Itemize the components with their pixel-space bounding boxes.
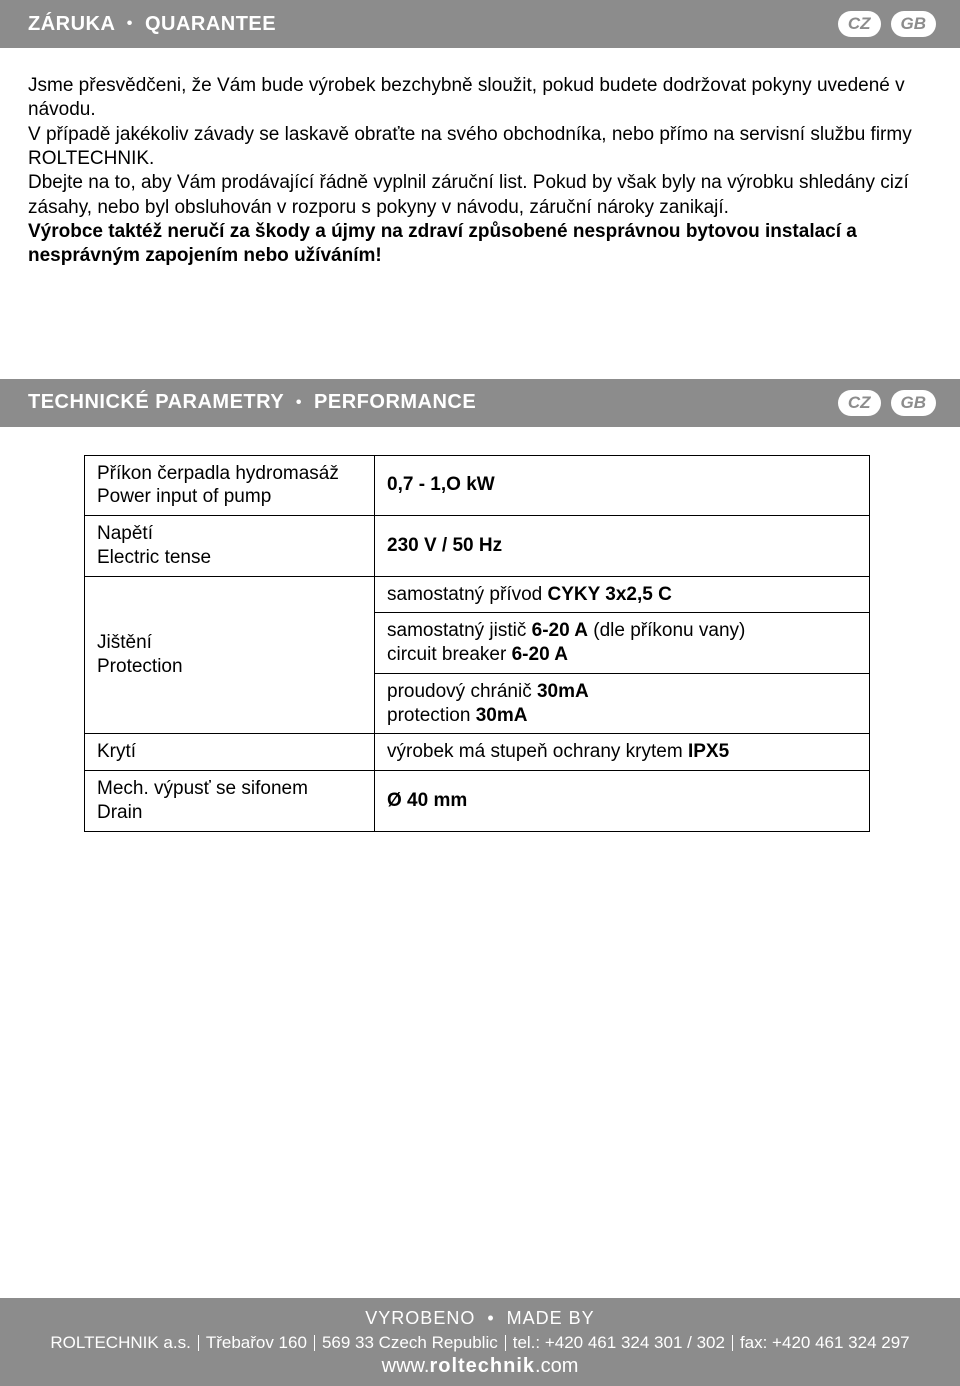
table-row: Příkon čerpadla hydromasáž Power input o… [85,455,870,516]
title-en: PERFORMANCE [314,391,476,413]
performance-header: TECHNICKÉ PARAMETRY • PERFORMANCE CZ GB [0,379,960,427]
footer-url: www.roltechnik.com [0,1355,960,1378]
separator-icon [198,1335,199,1351]
table-row: Jištění Protection samostatný přívod CYK… [85,576,870,613]
warranty-title: ZÁRUKA • QUARANTEE [28,13,276,36]
warranty-bold: Výrobce taktéž neručí za škody a újmy na… [28,221,857,266]
cell-drain-value: Ø 40 mm [375,771,870,832]
title-cz: ZÁRUKA [28,13,115,35]
warranty-body: Jsme přesvědčeni, že Vám bude výrobek be… [0,48,960,269]
table-row: Krytí výrobek má stupeň ochrany krytem I… [85,734,870,771]
lang-badges: CZ GB [838,11,936,37]
warranty-header: ZÁRUKA • QUARANTEE CZ GB [0,0,960,48]
footer: VYROBENO • MADE BY ROLTECHNIK a.s.Třebař… [0,1298,960,1386]
title-en: QUARANTEE [145,13,276,35]
cell-protection-supply: samostatný přívod CYKY 3x2,5 C [375,576,870,613]
cell-voltage-value: 230 V / 50 Hz [375,516,870,577]
cell-protection-rcd: proudový chránič 30mA protection 30mA [375,673,870,734]
parameters-table: Příkon čerpadla hydromasáž Power input o… [84,455,870,832]
parameters-table-wrap: Příkon čerpadla hydromasáž Power input o… [0,427,870,832]
cell-voltage-label: Napětí Electric tense [85,516,375,577]
lang-badge-cz: CZ [838,11,881,37]
warranty-paragraph: Jsme přesvědčeni, že Vám bude výrobek be… [28,74,928,269]
table-row: Napětí Electric tense 230 V / 50 Hz [85,516,870,577]
lang-badge-gb: GB [891,390,937,416]
bullet-icon: • [487,1308,494,1328]
table-row: Mech. výpusť se sifonem Drain Ø 40 mm [85,771,870,832]
title-cz: TECHNICKÉ PARAMETRY [28,391,284,413]
cell-protection-label: Jištění Protection [85,576,375,734]
separator-icon [732,1335,733,1351]
lang-badge-cz: CZ [838,390,881,416]
cell-ip-value: výrobek má stupeň ochrany krytem IPX5 [375,734,870,771]
cell-ip-label: Krytí [85,734,375,771]
bullet-icon: • [127,15,133,32]
cell-power-label: Příkon čerpadla hydromasáž Power input o… [85,455,375,516]
footer-made: VYROBENO • MADE BY [0,1308,960,1329]
cell-power-value: 0,7 - 1,O kW [375,455,870,516]
lang-badges: CZ GB [838,390,936,416]
separator-icon [314,1335,315,1351]
performance-title: TECHNICKÉ PARAMETRY • PERFORMANCE [28,391,476,414]
bullet-icon: • [296,394,302,411]
cell-protection-breaker: samostatný jistič 6-20 A (dle příkonu va… [375,613,870,674]
footer-company: ROLTECHNIK a.s.Třebařov 160569 33 Czech … [0,1333,960,1353]
separator-icon [505,1335,506,1351]
lang-badge-gb: GB [891,11,937,37]
cell-drain-label: Mech. výpusť se sifonem Drain [85,771,375,832]
